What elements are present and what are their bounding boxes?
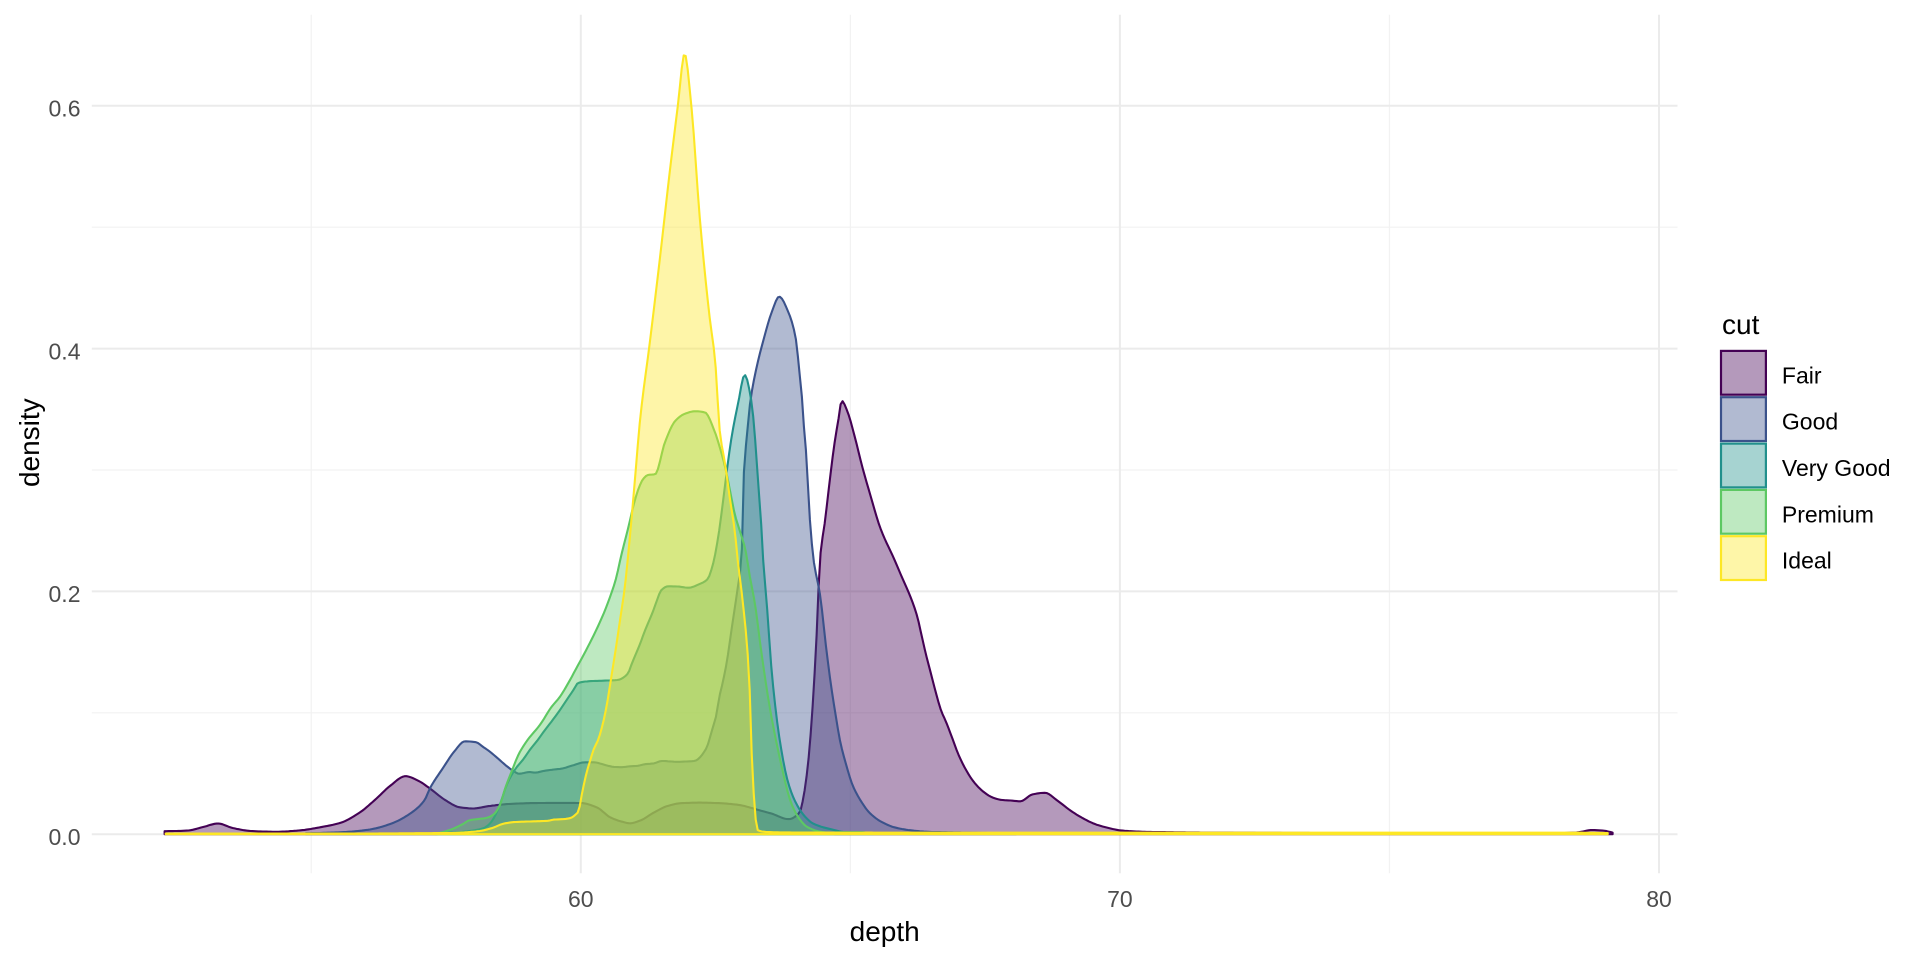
svg-text:0.2: 0.2 xyxy=(49,581,81,607)
svg-text:70: 70 xyxy=(1107,886,1133,912)
svg-text:Good: Good xyxy=(1782,409,1838,435)
svg-text:80: 80 xyxy=(1646,886,1672,912)
svg-text:Premium: Premium xyxy=(1782,501,1874,527)
svg-text:Very Good: Very Good xyxy=(1782,455,1891,481)
svg-text:density: density xyxy=(14,398,45,487)
svg-text:Fair: Fair xyxy=(1782,362,1822,388)
svg-text:60: 60 xyxy=(568,886,594,912)
svg-text:0.4: 0.4 xyxy=(49,338,81,364)
svg-text:cut: cut xyxy=(1722,309,1760,340)
svg-text:0.0: 0.0 xyxy=(49,824,81,850)
svg-text:depth: depth xyxy=(850,916,920,947)
svg-text:Ideal: Ideal xyxy=(1782,548,1832,574)
svg-text:0.6: 0.6 xyxy=(49,96,81,122)
